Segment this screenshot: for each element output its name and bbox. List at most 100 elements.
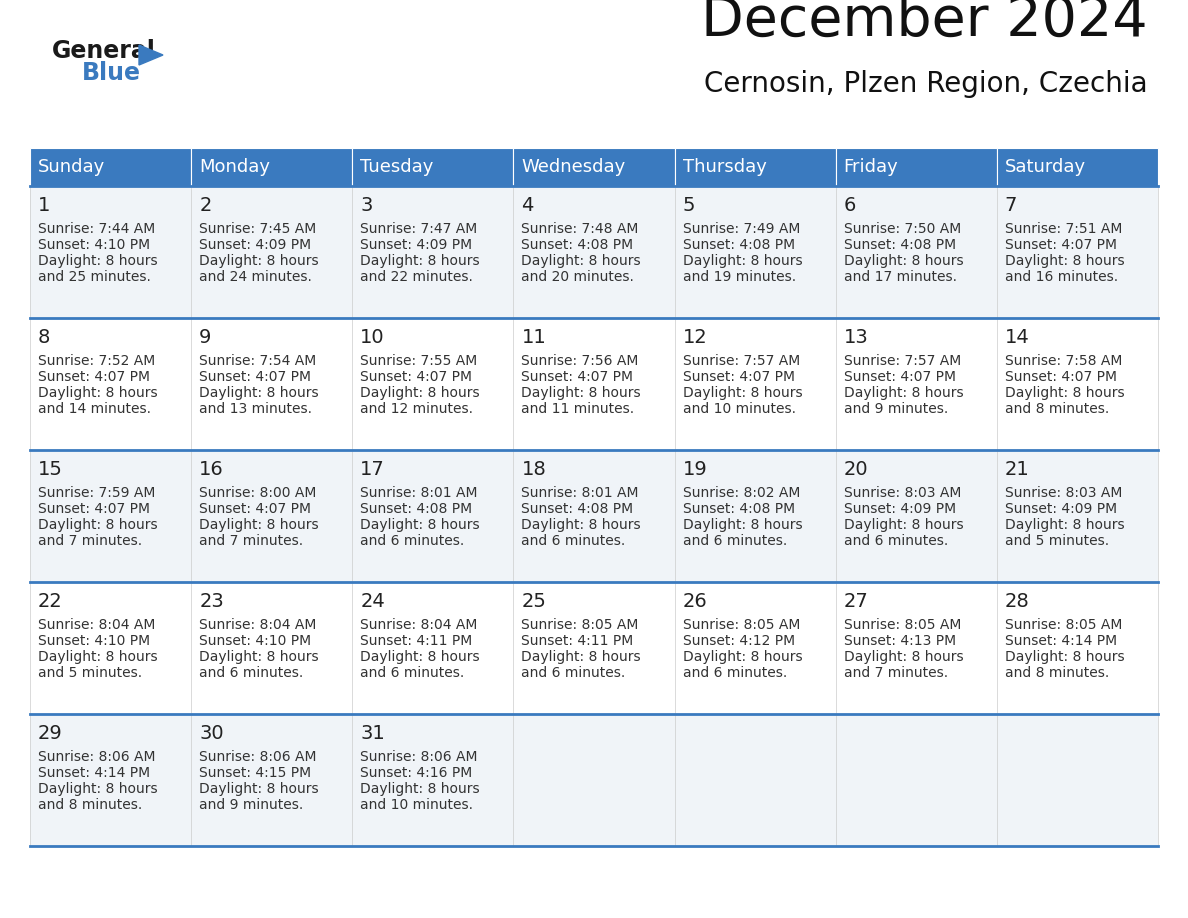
- Text: and 7 minutes.: and 7 minutes.: [843, 666, 948, 680]
- Text: 9: 9: [200, 328, 211, 347]
- Text: Sunset: 4:12 PM: Sunset: 4:12 PM: [683, 634, 795, 648]
- Text: Sunset: 4:07 PM: Sunset: 4:07 PM: [200, 502, 311, 516]
- Text: and 11 minutes.: and 11 minutes.: [522, 402, 634, 416]
- Bar: [835, 148, 997, 186]
- Text: Sunrise: 8:05 AM: Sunrise: 8:05 AM: [683, 618, 800, 632]
- Text: 28: 28: [1005, 592, 1030, 611]
- Text: Daylight: 8 hours: Daylight: 8 hours: [200, 254, 318, 268]
- Text: Sunrise: 8:05 AM: Sunrise: 8:05 AM: [1005, 618, 1123, 632]
- Text: Blue: Blue: [82, 61, 141, 85]
- Text: Sunset: 4:07 PM: Sunset: 4:07 PM: [843, 370, 955, 384]
- Text: 21: 21: [1005, 460, 1030, 479]
- Text: Sunset: 4:07 PM: Sunset: 4:07 PM: [360, 370, 473, 384]
- Text: Sunrise: 8:04 AM: Sunrise: 8:04 AM: [360, 618, 478, 632]
- Text: Sunrise: 8:03 AM: Sunrise: 8:03 AM: [1005, 486, 1123, 500]
- Text: Sunset: 4:10 PM: Sunset: 4:10 PM: [200, 634, 311, 648]
- Bar: [513, 148, 675, 186]
- Text: Sunrise: 8:04 AM: Sunrise: 8:04 AM: [200, 618, 316, 632]
- Text: Sunset: 4:09 PM: Sunset: 4:09 PM: [843, 502, 956, 516]
- Text: Sunset: 4:09 PM: Sunset: 4:09 PM: [200, 238, 311, 252]
- Text: Sunset: 4:08 PM: Sunset: 4:08 PM: [843, 238, 956, 252]
- Text: Sunrise: 7:54 AM: Sunrise: 7:54 AM: [200, 354, 316, 368]
- Text: 8: 8: [38, 328, 50, 347]
- Bar: [30, 186, 1158, 318]
- Text: Daylight: 8 hours: Daylight: 8 hours: [200, 518, 318, 532]
- Text: Daylight: 8 hours: Daylight: 8 hours: [522, 650, 642, 664]
- Text: Monday: Monday: [200, 158, 270, 176]
- Text: Sunrise: 8:05 AM: Sunrise: 8:05 AM: [522, 618, 639, 632]
- Text: and 6 minutes.: and 6 minutes.: [522, 666, 626, 680]
- Text: 19: 19: [683, 460, 707, 479]
- Text: 18: 18: [522, 460, 546, 479]
- Text: Sunset: 4:08 PM: Sunset: 4:08 PM: [683, 502, 795, 516]
- Text: Daylight: 8 hours: Daylight: 8 hours: [1005, 650, 1125, 664]
- Text: Sunset: 4:07 PM: Sunset: 4:07 PM: [200, 370, 311, 384]
- Bar: [191, 148, 353, 186]
- Text: Sunrise: 8:01 AM: Sunrise: 8:01 AM: [522, 486, 639, 500]
- Text: Sunrise: 7:56 AM: Sunrise: 7:56 AM: [522, 354, 639, 368]
- Text: Daylight: 8 hours: Daylight: 8 hours: [522, 254, 642, 268]
- Bar: [353, 148, 513, 186]
- Text: Sunset: 4:08 PM: Sunset: 4:08 PM: [522, 502, 633, 516]
- Text: Daylight: 8 hours: Daylight: 8 hours: [683, 518, 802, 532]
- Text: Daylight: 8 hours: Daylight: 8 hours: [522, 518, 642, 532]
- Bar: [30, 148, 191, 186]
- Text: Sunset: 4:10 PM: Sunset: 4:10 PM: [38, 238, 150, 252]
- Text: 26: 26: [683, 592, 707, 611]
- Text: Sunset: 4:07 PM: Sunset: 4:07 PM: [38, 370, 150, 384]
- Text: Sunrise: 7:50 AM: Sunrise: 7:50 AM: [843, 222, 961, 236]
- Text: Sunset: 4:08 PM: Sunset: 4:08 PM: [522, 238, 633, 252]
- Bar: [675, 148, 835, 186]
- Text: Daylight: 8 hours: Daylight: 8 hours: [522, 386, 642, 400]
- Text: 22: 22: [38, 592, 63, 611]
- Text: Sunrise: 7:48 AM: Sunrise: 7:48 AM: [522, 222, 639, 236]
- Text: and 6 minutes.: and 6 minutes.: [522, 534, 626, 548]
- Text: and 20 minutes.: and 20 minutes.: [522, 270, 634, 284]
- Text: and 5 minutes.: and 5 minutes.: [1005, 534, 1108, 548]
- Text: Sunset: 4:11 PM: Sunset: 4:11 PM: [360, 634, 473, 648]
- Text: 25: 25: [522, 592, 546, 611]
- Text: Daylight: 8 hours: Daylight: 8 hours: [683, 650, 802, 664]
- Text: Sunset: 4:07 PM: Sunset: 4:07 PM: [1005, 238, 1117, 252]
- Text: 27: 27: [843, 592, 868, 611]
- Text: Sunrise: 8:06 AM: Sunrise: 8:06 AM: [38, 750, 156, 764]
- Text: Sunrise: 8:02 AM: Sunrise: 8:02 AM: [683, 486, 800, 500]
- Text: General: General: [52, 39, 156, 63]
- Text: and 10 minutes.: and 10 minutes.: [360, 798, 473, 812]
- Text: and 6 minutes.: and 6 minutes.: [843, 534, 948, 548]
- Text: and 9 minutes.: and 9 minutes.: [200, 798, 303, 812]
- Text: 5: 5: [683, 196, 695, 215]
- Bar: [30, 582, 1158, 714]
- Text: 1: 1: [38, 196, 50, 215]
- Text: Sunset: 4:08 PM: Sunset: 4:08 PM: [683, 238, 795, 252]
- Text: 2: 2: [200, 196, 211, 215]
- Text: Cernosin, Plzen Region, Czechia: Cernosin, Plzen Region, Czechia: [704, 70, 1148, 98]
- Text: Sunrise: 7:47 AM: Sunrise: 7:47 AM: [360, 222, 478, 236]
- Text: Daylight: 8 hours: Daylight: 8 hours: [360, 254, 480, 268]
- Text: Daylight: 8 hours: Daylight: 8 hours: [38, 518, 158, 532]
- Text: Sunset: 4:13 PM: Sunset: 4:13 PM: [843, 634, 956, 648]
- Text: and 22 minutes.: and 22 minutes.: [360, 270, 473, 284]
- Text: Sunrise: 8:06 AM: Sunrise: 8:06 AM: [200, 750, 317, 764]
- Text: Sunrise: 8:01 AM: Sunrise: 8:01 AM: [360, 486, 478, 500]
- Text: Friday: Friday: [843, 158, 898, 176]
- Text: 17: 17: [360, 460, 385, 479]
- Text: Sunrise: 8:06 AM: Sunrise: 8:06 AM: [360, 750, 478, 764]
- Text: Daylight: 8 hours: Daylight: 8 hours: [360, 386, 480, 400]
- Text: Sunrise: 7:51 AM: Sunrise: 7:51 AM: [1005, 222, 1123, 236]
- Text: 16: 16: [200, 460, 223, 479]
- Text: 31: 31: [360, 724, 385, 743]
- Text: Daylight: 8 hours: Daylight: 8 hours: [200, 782, 318, 796]
- Text: Sunrise: 7:55 AM: Sunrise: 7:55 AM: [360, 354, 478, 368]
- Text: Daylight: 8 hours: Daylight: 8 hours: [38, 650, 158, 664]
- Text: Saturday: Saturday: [1005, 158, 1086, 176]
- Text: December 2024: December 2024: [701, 0, 1148, 48]
- Text: Daylight: 8 hours: Daylight: 8 hours: [360, 518, 480, 532]
- Text: Daylight: 8 hours: Daylight: 8 hours: [843, 386, 963, 400]
- Text: Sunrise: 7:57 AM: Sunrise: 7:57 AM: [843, 354, 961, 368]
- Text: 3: 3: [360, 196, 373, 215]
- Text: Daylight: 8 hours: Daylight: 8 hours: [843, 254, 963, 268]
- Text: Sunset: 4:08 PM: Sunset: 4:08 PM: [360, 502, 473, 516]
- Bar: [997, 148, 1158, 186]
- Text: Daylight: 8 hours: Daylight: 8 hours: [38, 254, 158, 268]
